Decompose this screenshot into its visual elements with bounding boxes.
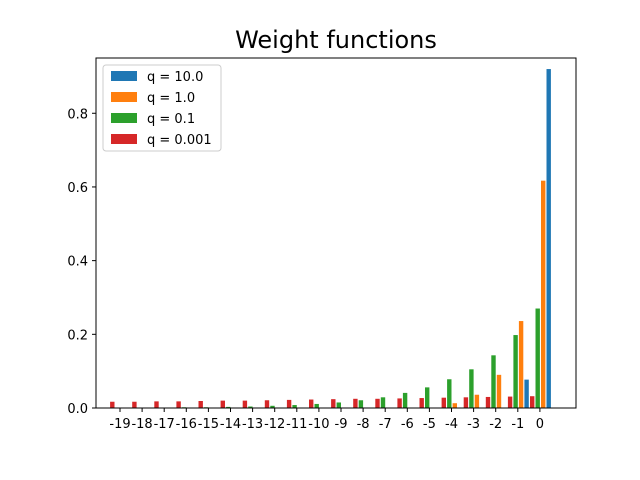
bar-series3--7 <box>375 398 380 408</box>
bar-series3-0 <box>530 396 535 408</box>
legend-swatch <box>111 92 137 102</box>
x-tick-label: -17 <box>154 417 175 432</box>
y-tick-label: 0.4 <box>67 255 88 270</box>
bar-series3--13 <box>242 400 248 408</box>
x-tick-label: -11 <box>286 417 307 432</box>
bar-series3--14 <box>220 400 225 408</box>
chart-title: Weight functions <box>235 26 437 54</box>
x-tick-label: -6 <box>401 417 414 432</box>
legend-swatch <box>111 113 137 123</box>
bar-series3--18 <box>132 401 137 408</box>
bar-series3--10 <box>309 399 314 408</box>
bar-series2--9 <box>336 402 341 408</box>
bar-series3--12 <box>264 400 270 408</box>
bar-series2--10 <box>314 403 319 408</box>
legend-label: q = 1.0 <box>147 91 195 106</box>
bar-series2--13 <box>248 406 253 408</box>
bar-series3--16 <box>176 401 181 408</box>
x-tick-label: -7 <box>379 417 392 432</box>
bar-series3--2 <box>485 396 491 408</box>
bar-series1--4 <box>452 403 457 408</box>
y-axis: 0.0 0.2 0.4 0.6 0.8 <box>67 107 96 417</box>
x-tick-label: 0 <box>536 417 544 432</box>
x-tick-label: -3 <box>467 417 480 432</box>
x-tick-label: -4 <box>445 417 458 432</box>
x-tick-label: -14 <box>220 417 241 432</box>
bars-layer <box>110 69 551 408</box>
legend-box <box>102 64 222 152</box>
x-axis: -19 -18 -17 -16 -15 -14 -13 -12 -11 -10 -9 -8 -7 -6 -5… <box>109 408 544 432</box>
bar-series2--14 <box>226 406 231 408</box>
bar-series3--6 <box>397 398 402 408</box>
bar-series2--2 <box>491 355 496 408</box>
bar-series2--11 <box>292 405 297 408</box>
x-tick-label: -2 <box>489 417 502 432</box>
y-tick-label: 0.2 <box>67 328 88 343</box>
x-tick-label: -12 <box>264 417 285 432</box>
y-tick-label: 0.6 <box>67 181 88 196</box>
bar-series2--7 <box>380 397 386 408</box>
bar-series3--4 <box>441 397 446 408</box>
legend-label: q = 0.001 <box>147 133 212 148</box>
y-tick-label: 0.0 <box>67 402 88 417</box>
x-tick-label: -5 <box>423 417 436 432</box>
bar-series2--3 <box>469 369 474 408</box>
y-tick-label: 0.8 <box>67 107 88 122</box>
x-tick-label: -19 <box>109 417 130 432</box>
bar-series2-0 <box>535 308 540 408</box>
bar-series3--19 <box>110 401 115 408</box>
x-tick-label: -9 <box>335 417 348 432</box>
x-tick-label: -18 <box>131 417 152 432</box>
bar-series3--11 <box>286 399 292 408</box>
bar-series3--8 <box>353 398 358 408</box>
plot-frame <box>95 57 577 409</box>
x-tick-label: -10 <box>308 417 329 432</box>
x-tick-label: -8 <box>357 417 370 432</box>
bar-series3--1 <box>507 396 513 408</box>
x-tick-label: -15 <box>198 417 219 432</box>
bar-series2--1 <box>513 335 518 408</box>
bar-series0-0 <box>546 69 551 408</box>
legend-label: q = 0.1 <box>147 112 195 127</box>
bar-series2--12 <box>270 405 275 408</box>
legend-swatch <box>111 134 137 144</box>
bar-series1--2 <box>496 374 502 408</box>
bar-series3--17 <box>154 401 159 408</box>
bar-series3--9 <box>331 399 336 408</box>
legend-swatch <box>111 71 137 81</box>
bar-series1--1 <box>518 321 524 408</box>
bar-series1-0 <box>541 180 546 408</box>
x-tick-label: -13 <box>242 417 263 432</box>
bar-series3--3 <box>463 397 469 408</box>
legend: q = 10.0 q = 1.0 q = 0.1 q = 0.001 <box>102 64 222 152</box>
x-tick-label: -1 <box>511 417 524 432</box>
bar-series3--15 <box>198 401 203 408</box>
bar-series2--4 <box>447 379 452 408</box>
bar-series2--6 <box>402 392 408 408</box>
bar-series3--5 <box>419 398 424 408</box>
bar-series1--3 <box>474 394 480 408</box>
bar-series2--5 <box>425 387 430 408</box>
bar-series2--8 <box>358 400 364 408</box>
legend-label: q = 10.0 <box>147 70 203 85</box>
x-tick-label: -16 <box>176 417 197 432</box>
bar-series0--1 <box>524 379 529 408</box>
